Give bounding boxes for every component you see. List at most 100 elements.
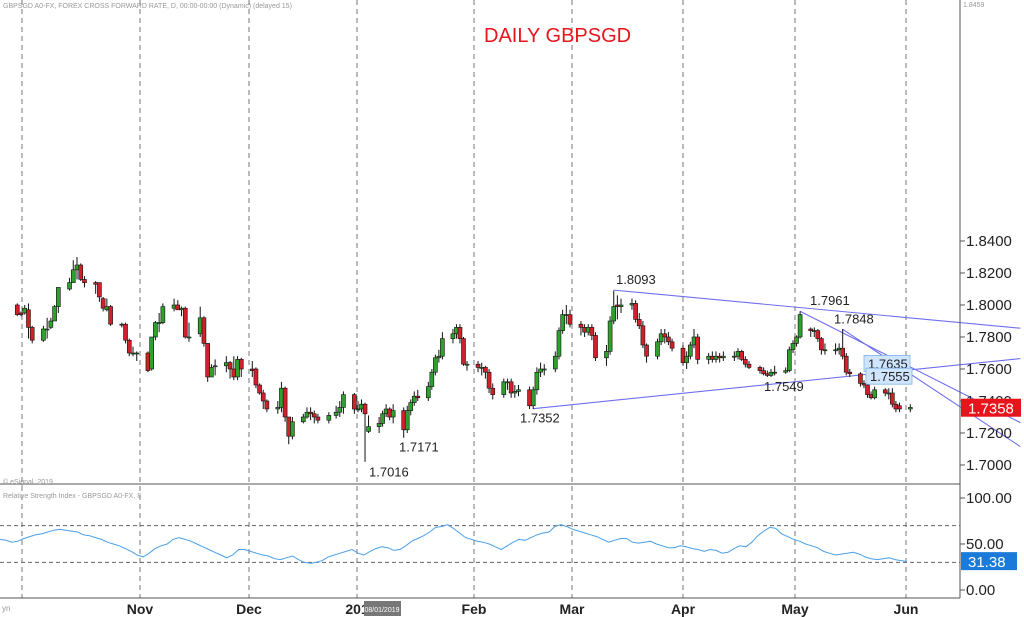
candle-down (815, 330, 821, 339)
candle-up (611, 306, 617, 322)
price-annotation: 1.7549 (764, 379, 804, 394)
candlestick-series (14, 257, 913, 462)
candle-down (746, 363, 752, 368)
candle-down (108, 306, 113, 325)
candle-up (541, 368, 547, 371)
price-annotation: 1.7961 (810, 293, 850, 308)
candle-down (264, 400, 270, 410)
candle-down (457, 327, 463, 339)
candle-up (464, 363, 470, 366)
candle-down (205, 343, 210, 378)
candle-down (182, 307, 188, 338)
candle-down (311, 413, 317, 418)
candle-up (797, 314, 803, 338)
candle-down (227, 362, 233, 370)
candle-down (662, 333, 668, 338)
x-tick-label: Nov (127, 601, 154, 617)
candle-up (209, 367, 214, 378)
x-tick-label: 201 (345, 601, 369, 617)
candle-up (341, 394, 346, 408)
trendline-upper-resistance (613, 289, 1021, 329)
candle-up (538, 368, 543, 373)
chart-title: DAILY GBPSGD (484, 25, 631, 47)
candle-down (253, 368, 259, 386)
candle-down (93, 282, 98, 285)
candle-up (408, 402, 414, 411)
candle-up (618, 304, 624, 307)
candle-up (366, 426, 371, 432)
y-tick-label: 1.8000 (966, 297, 1012, 314)
candle-up (440, 338, 445, 357)
candle-up (822, 349, 828, 352)
candle-down (82, 279, 87, 283)
candle-down (897, 405, 902, 410)
y-tick-label: 1.8400 (966, 233, 1012, 250)
rsi-tick-label: 50.00 (966, 536, 1004, 553)
candle-down (231, 368, 237, 378)
candle-up (52, 306, 57, 322)
candle-down (126, 339, 132, 354)
candle-up (794, 336, 799, 344)
candle-down (666, 336, 671, 343)
candle-up (604, 351, 609, 359)
candle-up (171, 304, 177, 309)
candle-up (41, 328, 46, 341)
candle-up (436, 355, 442, 359)
price-annotation: 1.7352 (520, 411, 560, 426)
candle-down (29, 327, 35, 341)
candle-up (516, 389, 521, 392)
price-annotation: 1.7848 (834, 311, 874, 326)
candle-up (684, 355, 689, 363)
candle-up (607, 320, 613, 352)
price-annotation: 1.8093 (616, 272, 656, 287)
candle-up (22, 307, 28, 314)
last-price-box (961, 398, 1021, 417)
rsi-last-box (961, 552, 1017, 571)
candle-up (153, 322, 158, 338)
candle-down (644, 344, 649, 357)
rsi-line (0, 524, 908, 564)
candle-up (186, 336, 192, 339)
candle-up (275, 407, 281, 410)
candle-down (415, 395, 421, 399)
y-tick-label: 1.7000 (966, 457, 1012, 474)
rsi-last-label: 31.38 (968, 554, 1006, 571)
candle-down (593, 335, 598, 359)
grid-lines (21, 0, 907, 598)
candle-down (636, 319, 642, 327)
candle-down (640, 325, 646, 346)
candle-down (858, 373, 863, 384)
candle-up (134, 352, 140, 355)
candle-up (530, 389, 536, 407)
candle-down (669, 341, 675, 349)
y-tick-label: 1.8200 (966, 265, 1012, 282)
candle-up (326, 415, 332, 421)
candle-up (787, 349, 792, 371)
candle-up (732, 355, 737, 358)
x-tick-label: Apr (671, 601, 696, 617)
corner-text: yn (2, 604, 10, 613)
trendline-fan-2 (842, 328, 1021, 448)
x-tick-label: May (781, 601, 808, 617)
candle-down (695, 336, 700, 360)
candle-down (201, 317, 207, 344)
x-tick-label: Jun (894, 601, 919, 617)
candle-up (160, 306, 166, 323)
candle-down (578, 323, 584, 328)
candle-down (26, 309, 31, 328)
candle-up (534, 371, 540, 391)
candle-down (486, 371, 492, 389)
candle-up (179, 307, 184, 311)
candle-up (404, 410, 410, 431)
candle-up (301, 416, 306, 423)
candle-down (352, 394, 357, 410)
candle-down (840, 347, 845, 357)
candle-up (908, 407, 913, 410)
copyright-text: © eSignal, 2019 (3, 478, 53, 486)
candle-up (67, 282, 72, 290)
boxed-level-label: 1.7555 (870, 369, 910, 384)
x-tick-label: Dec (236, 601, 262, 617)
candle-up (156, 322, 162, 324)
candle-up (290, 421, 295, 437)
candle-up (104, 306, 110, 311)
